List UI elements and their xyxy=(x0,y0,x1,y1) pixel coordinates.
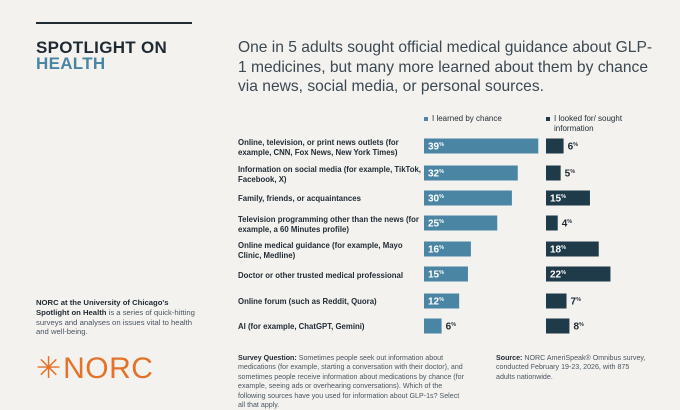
row-label-forum: Online forum (such as Reddit, Quora) xyxy=(238,297,377,306)
bar-sought-television-programming-other-than-the-ne xyxy=(546,215,558,231)
bar-chance-television-programming-other-than-the-ne xyxy=(424,215,498,231)
bar-chance-ai-for-example-chatgpt-gemini xyxy=(424,318,442,334)
sidebar-note: NORC at the University of Chicago's Spot… xyxy=(36,298,196,337)
bar-sought-family-friends-or-acquaintances xyxy=(546,190,590,206)
value-label-chance-online-medical-guidance-for-example-mayo: 16% xyxy=(428,245,444,256)
spotlight-title-line1: SPOTLIGHT ON xyxy=(36,38,168,57)
bar-chance-information-on-social-media-for-example- xyxy=(424,165,518,181)
value-label-chance-family-friends-or-acquaintances: 30% xyxy=(428,194,444,205)
spotlight-title-line2: HEALTH xyxy=(36,54,106,73)
row-label-doctor: Doctor or other trusted medical professi… xyxy=(238,271,404,280)
value-label-sought-online-medical-guidance-for-example-mayo: 18% xyxy=(550,245,566,256)
bar-sought-online-medical-guidance-for-example-mayo xyxy=(546,241,599,257)
survey-question-text: Sometimes people seek out information ab… xyxy=(238,354,464,410)
top-rule xyxy=(36,22,192,24)
bar-chance-family-friends-or-acquaintances xyxy=(424,190,512,206)
row-label-family: Family, friends, or acquaintances xyxy=(238,194,361,203)
value-label-chance-online-forum-such-as-reddit-quora: 12% xyxy=(428,297,444,308)
value-label-chance-information-on-social-media-for-example-: 32% xyxy=(428,169,444,180)
value-label-sought-online-forum-such-as-reddit-quora: 7% xyxy=(571,297,582,308)
row-label-ai: AI (for example, ChatGPT, Gemini) xyxy=(238,322,365,331)
legend-label-sought: I looked for/ sought information xyxy=(554,114,623,133)
bar-chance-doctor-or-other-trusted-medical-professi xyxy=(424,266,468,282)
sidebar-org: NORC at the University of Chicago's xyxy=(36,298,169,307)
row-label-news: Online, television, or print news outlet… xyxy=(238,138,399,157)
bar-chance-online-medical-guidance-for-example-mayo xyxy=(424,241,471,257)
survey-question-label: Survey Question: xyxy=(238,354,297,362)
legend-label-chance: I learned by chance xyxy=(432,114,502,123)
legend-swatch-sought xyxy=(546,117,550,121)
logo-text: NORC xyxy=(63,352,154,385)
legend-swatch-chance xyxy=(424,117,428,121)
value-label-sought-ai-for-example-chatgpt-gemini: 8% xyxy=(573,322,584,333)
source-note: Source: NORC AmeriSpeak® Omnibus survey,… xyxy=(496,354,646,382)
bar-sought-online-television-or-print-news-outlets- xyxy=(546,138,564,154)
value-label-sought-online-television-or-print-news-outlets-: 6% xyxy=(568,142,579,153)
bar-sought-online-forum-such-as-reddit-quora xyxy=(546,293,567,309)
value-label-chance-ai-for-example-chatgpt-gemini: 6% xyxy=(446,322,457,333)
value-label-sought-family-friends-or-acquaintances: 15% xyxy=(550,194,566,205)
bar-sought-information-on-social-media-for-example- xyxy=(546,165,561,181)
value-label-sought-doctor-or-other-trusted-medical-professi: 22% xyxy=(550,270,566,281)
bar-sought-doctor-or-other-trusted-medical-professi xyxy=(546,266,611,282)
value-label-sought-information-on-social-media-for-example-: 5% xyxy=(565,169,576,180)
row-label-online-medical: Online medical guidance (for example, Ma… xyxy=(238,241,403,260)
bar-chance-online-forum-such-as-reddit-quora xyxy=(424,293,460,309)
source-label: Source: xyxy=(496,354,523,362)
row-label-social-media: Information on social media (for example… xyxy=(238,165,421,184)
source-text: NORC AmeriSpeak® Omnibus survey, conduct… xyxy=(496,354,646,381)
value-label-chance-online-television-or-print-news-outlets-: 39% xyxy=(428,142,444,153)
headline: One in 5 adults sought official medical … xyxy=(238,39,653,95)
bar-chance-online-television-or-print-news-outlets- xyxy=(424,138,539,154)
asterisk-icon: ✳ xyxy=(36,352,62,385)
sidebar-series: Spotlight on Health xyxy=(36,307,107,317)
survey-question: Survey Question: Sometimes people seek o… xyxy=(238,354,468,410)
bar-sought-ai-for-example-chatgpt-gemini xyxy=(546,318,570,334)
value-label-chance-television-programming-other-than-the-ne: 25% xyxy=(428,219,444,230)
value-label-sought-television-programming-other-than-the-ne: 4% xyxy=(562,219,573,230)
sidebar-text: is a series of quick-hitting surveys and… xyxy=(36,307,195,337)
value-label-chance-doctor-or-other-trusted-medical-professi: 15% xyxy=(428,270,444,281)
row-label-tv: Television programming other than the ne… xyxy=(238,215,419,234)
norc-logo: ✳ NORC xyxy=(36,352,153,386)
